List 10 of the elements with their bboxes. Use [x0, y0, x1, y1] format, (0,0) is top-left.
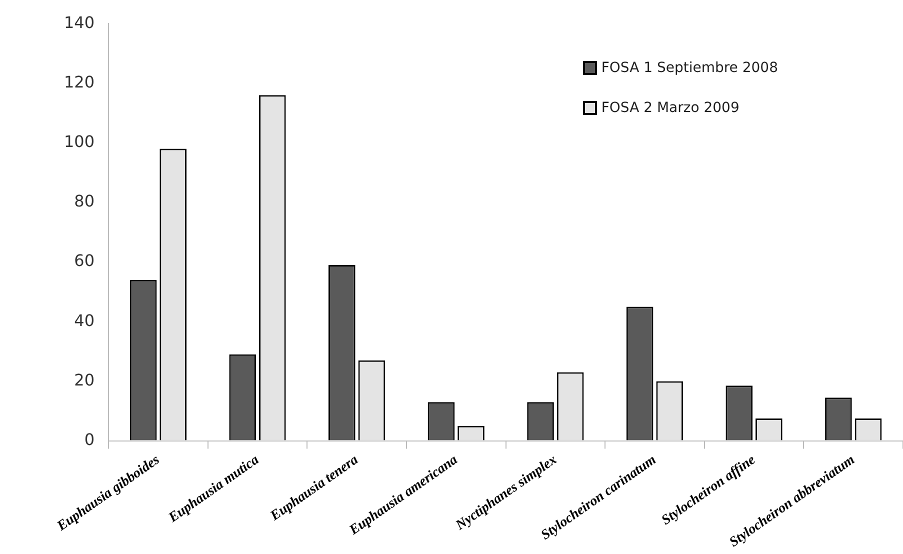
y-tick-label: 20: [74, 370, 95, 390]
y-tick-label: 100: [64, 132, 95, 151]
y-tick-label: 120: [64, 72, 95, 92]
y-tick-label: 40: [74, 310, 95, 330]
y-tick-label: 60: [74, 251, 95, 270]
y-tick-label: 80: [74, 192, 95, 211]
y-tick-label: 0: [84, 430, 95, 449]
legend-label: FOSA 1 Septiembre 2008: [601, 60, 778, 76]
legend-label: FOSA 2 Marzo 2009: [601, 100, 740, 116]
y-tick-label: 140: [64, 12, 95, 32]
